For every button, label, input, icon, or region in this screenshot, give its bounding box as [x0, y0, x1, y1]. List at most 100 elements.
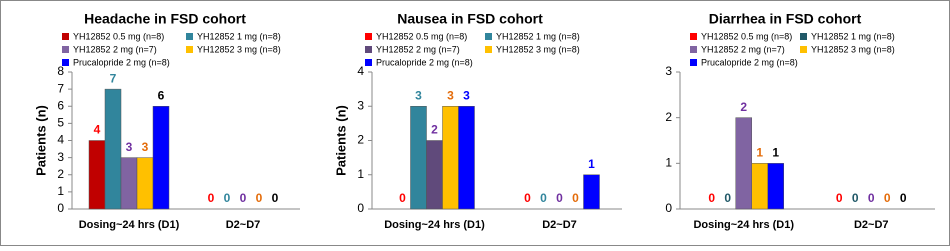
legend-label: YH12852 1 mg (n=8) [811, 31, 895, 41]
legend-swatch [365, 59, 372, 66]
y-tick-label: 2 [665, 110, 672, 124]
y-tick-label: 2 [357, 133, 364, 147]
bar [152, 106, 170, 210]
x-tick-label: D2~D7 [854, 219, 889, 231]
data-label: 3 [463, 88, 470, 102]
bar [120, 157, 138, 210]
x-tick-label: Dosing~24 hrs (D1) [79, 219, 180, 231]
data-label: 0 [272, 191, 279, 205]
chart-title: Headache in FSD cohort [84, 11, 246, 27]
bar [442, 106, 459, 210]
data-label: 7 [110, 71, 117, 85]
x-tick-label: Dosing~24 hrs (D1) [693, 219, 794, 231]
legend-label: Prucalopride 2 mg (n=8) [73, 57, 170, 67]
data-label: 0 [724, 191, 731, 205]
bar [735, 117, 752, 210]
bar [426, 140, 443, 210]
bar [767, 163, 784, 210]
data-label: 6 [158, 88, 165, 102]
legend-swatch [485, 46, 492, 53]
y-axis-label: Patients (n) [33, 105, 48, 176]
data-label: 1 [772, 146, 779, 160]
y-tick-label: 3 [665, 64, 672, 78]
data-label: 3 [142, 140, 149, 154]
data-label: 0 [852, 191, 859, 205]
y-tick-label: 0 [665, 201, 672, 215]
y-tick-label: 8 [57, 64, 64, 78]
legend-swatch [800, 33, 807, 40]
legend-label: Prucalopride 2 mg (n=8) [701, 57, 798, 67]
data-label: 3 [447, 88, 454, 102]
data-label: 1 [756, 146, 763, 160]
bar [88, 140, 106, 210]
data-label: 2 [431, 123, 438, 137]
y-tick-label: 5 [57, 116, 64, 130]
data-label: 0 [884, 191, 891, 205]
data-label: 0 [240, 191, 247, 205]
x-tick-label: D2~D7 [542, 219, 577, 231]
bar [583, 174, 600, 210]
chart-title: Nausea in FSD cohort [397, 11, 543, 27]
data-label: 2 [740, 100, 747, 114]
y-tick-label: 2 [57, 167, 64, 181]
legend-label: YH12852 2 mg (n=7) [376, 44, 460, 54]
data-label: 0 [524, 191, 531, 205]
bar [410, 106, 427, 210]
data-label: 4 [94, 123, 101, 137]
legend-swatch [690, 59, 697, 66]
data-label: 0 [540, 191, 547, 205]
data-label: 0 [399, 191, 406, 205]
legend-swatch [690, 46, 697, 53]
data-label: 1 [588, 157, 595, 171]
data-label: 0 [224, 191, 231, 205]
data-label: 3 [126, 140, 133, 154]
legend-swatch [62, 46, 69, 53]
y-tick-label: 3 [357, 98, 364, 112]
y-tick-label: 1 [357, 167, 364, 181]
data-label: 0 [868, 191, 875, 205]
data-label: 0 [256, 191, 263, 205]
legend-swatch [365, 33, 372, 40]
legend-swatch [186, 33, 193, 40]
y-tick-label: 3 [57, 150, 64, 164]
chart-title: Diarrhea in FSD cohort [709, 11, 862, 27]
y-tick-label: 6 [57, 98, 64, 112]
data-label: 0 [572, 191, 579, 205]
x-tick-label: Dosing~24 hrs (D1) [384, 219, 485, 231]
bar [751, 163, 768, 210]
y-axis-label: Patients (n) [333, 105, 348, 176]
legend-label: Prucalopride 2 mg (n=8) [376, 57, 473, 67]
y-tick-label: 1 [57, 184, 64, 198]
legend-swatch [800, 46, 807, 53]
bar [104, 88, 122, 210]
legend-swatch [62, 59, 69, 66]
legend-label: YH12852 0.5 mg (n=8) [73, 31, 164, 41]
legend-label: YH12852 1 mg (n=8) [197, 31, 281, 41]
legend-label: YH12852 3 mg (n=8) [496, 44, 580, 54]
y-tick-label: 0 [57, 201, 64, 215]
data-label: 0 [836, 191, 843, 205]
data-label: 0 [708, 191, 715, 205]
legend-label: YH12852 0.5 mg (n=8) [701, 31, 792, 41]
bar [458, 106, 475, 210]
legend-label: YH12852 0.5 mg (n=8) [376, 31, 467, 41]
y-tick-label: 4 [57, 133, 64, 147]
legend-swatch [186, 46, 193, 53]
legend-swatch [485, 33, 492, 40]
data-label: 0 [900, 191, 907, 205]
y-tick-label: 0 [357, 201, 364, 215]
data-label: 0 [208, 191, 215, 205]
legend-swatch [690, 33, 697, 40]
legend-swatch [365, 46, 372, 53]
legend-label: YH12852 1 mg (n=8) [496, 31, 580, 41]
data-label: 3 [415, 88, 422, 102]
x-tick-label: D2~D7 [226, 219, 261, 231]
y-tick-label: 4 [357, 64, 364, 78]
y-tick-label: 1 [665, 156, 672, 170]
legend-label: YH12852 3 mg (n=8) [197, 44, 281, 54]
bar [136, 157, 154, 210]
y-tick-label: 7 [57, 81, 64, 95]
legend-label: YH12852 2 mg (n=7) [701, 44, 785, 54]
legend-label: YH12852 2 mg (n=7) [73, 44, 157, 54]
